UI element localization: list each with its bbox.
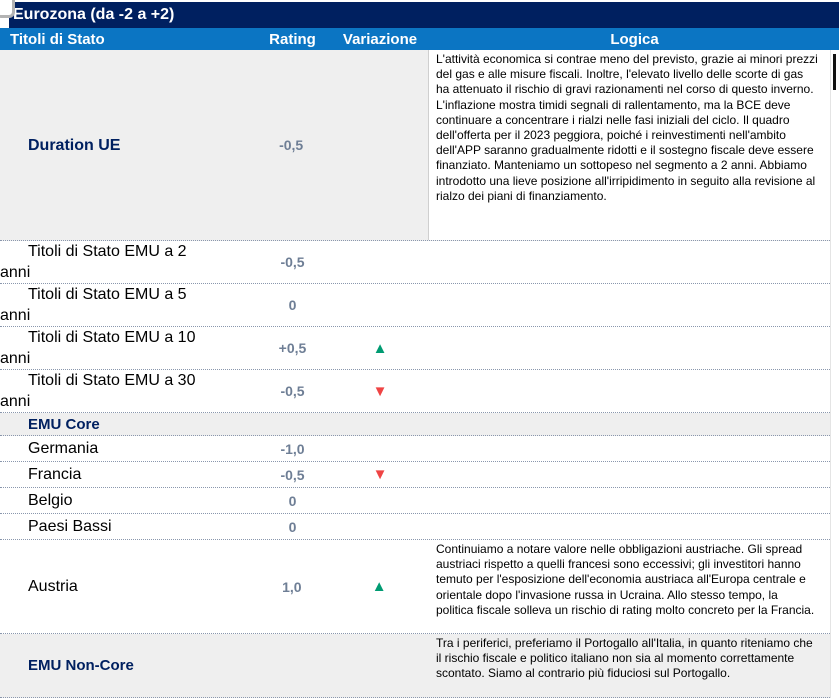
row-label: Duration UE xyxy=(28,136,121,154)
logica-text: Tra i periferici, preferiamo il Portogal… xyxy=(436,636,813,681)
row-label-cell: Titoli di Stato EMU a 10 anni xyxy=(0,327,255,369)
row-label: Titoli di Stato EMU a 30 anni xyxy=(0,372,196,410)
logica-cell xyxy=(430,241,830,283)
rating-value: -0,5 xyxy=(280,383,305,399)
rating-value: -1,0 xyxy=(280,440,305,457)
rating-cell: 1,0 xyxy=(254,540,329,633)
row-germania: Germania -1,0 xyxy=(0,436,830,462)
rating-cell: 0 xyxy=(255,514,330,539)
variazione-cell xyxy=(328,50,428,240)
row-emu-non-core: EMU Non-Core Tra i periferici, preferiam… xyxy=(0,634,830,698)
rating-value: 0 xyxy=(288,492,297,509)
rating-value: -0,5 xyxy=(280,254,305,270)
row-label-cell: Titoli di Stato EMU a 30 anni xyxy=(0,370,255,412)
rating-cell: -0,5 xyxy=(254,50,329,240)
row-label-cell: Duration UE xyxy=(0,50,254,240)
rating-value: 0 xyxy=(288,518,297,535)
row-belgio: Belgio 0 xyxy=(0,488,830,514)
column-header-logica: Logica xyxy=(610,30,659,48)
rating-cell: -0,5 xyxy=(255,241,330,283)
rating-cell: +0,5 xyxy=(255,327,330,369)
rating-value: 1,0 xyxy=(282,578,302,595)
row-duration-ue: Duration UE -0,5 L'attività economica si… xyxy=(0,50,830,241)
logica-cell xyxy=(430,436,830,461)
row-label: Belgio xyxy=(28,492,73,509)
variazione-cell xyxy=(330,436,430,461)
section-label: EMU Non-Core xyxy=(28,657,134,674)
table-title: Eurozona (da -2 a +2) xyxy=(13,6,175,23)
logica-cell xyxy=(430,327,830,369)
row-emu-10-anni: Titoli di Stato EMU a 10 anni +0,5 ▲ xyxy=(0,327,830,370)
row-label: Germania xyxy=(28,440,99,457)
rating-cell: -1,0 xyxy=(255,436,330,461)
rating-cell xyxy=(255,413,330,435)
variazione-cell: ▲ xyxy=(329,540,429,633)
row-emu-30-anni: Titoli di Stato EMU a 30 anni -0,5 ▼ xyxy=(0,370,830,413)
column-header-row: Titoli di Stato Rating Variazione Logica xyxy=(0,28,839,50)
row-emu-5-anni: Titoli di Stato EMU a 5 anni 0 xyxy=(0,284,830,327)
row-label-cell: Titoli di Stato EMU a 5 anni xyxy=(0,284,255,326)
logica-cell xyxy=(430,284,830,326)
table-body: Duration UE -0,5 L'attività economica si… xyxy=(0,50,831,698)
row-label-cell: Titoli di Stato EMU a 2 anni xyxy=(0,241,255,283)
rating-value: -0,5 xyxy=(280,466,305,483)
variazione-down-icon: ▼ xyxy=(372,382,388,400)
rating-value: 0 xyxy=(288,297,297,313)
row-label-cell: Germania xyxy=(0,436,255,461)
row-label-cell: EMU Non-Core xyxy=(0,634,254,697)
row-label-cell: Francia xyxy=(0,462,255,487)
row-label-cell: EMU Core xyxy=(0,413,255,435)
row-emu-core: EMU Core xyxy=(0,413,830,436)
column-header-variazione: Variazione xyxy=(342,30,418,48)
row-label: Francia xyxy=(28,466,82,483)
row-francia: Francia -0,5 ▼ xyxy=(0,462,830,488)
logica-cell xyxy=(430,462,830,487)
variazione-cell xyxy=(330,514,430,539)
rating-cell: 0 xyxy=(255,488,330,513)
rating-cell: -0,5 xyxy=(255,462,330,487)
row-label: Titoli di Stato EMU a 5 anni xyxy=(0,286,187,324)
logica-cell: Tra i periferici, preferiamo il Portogal… xyxy=(429,634,830,697)
row-label: Austria xyxy=(28,578,78,595)
variazione-cell xyxy=(330,284,430,326)
logica-cell xyxy=(430,514,830,539)
row-label: Titoli di Stato EMU a 10 anni xyxy=(0,329,196,367)
row-label: Paesi Bassi xyxy=(28,518,112,535)
variazione-cell xyxy=(330,413,430,435)
logica-cell xyxy=(430,370,830,412)
logica-cell xyxy=(430,488,830,513)
rating-cell: 0 xyxy=(255,284,330,326)
variazione-down-icon: ▼ xyxy=(372,466,388,483)
variazione-cell: ▼ xyxy=(330,462,430,487)
row-label-cell: Austria xyxy=(0,540,254,633)
text-cursor-artifact xyxy=(833,54,836,90)
row-paesi-bassi: Paesi Bassi 0 xyxy=(0,514,830,540)
rating-cell: -0,5 xyxy=(255,370,330,412)
row-austria: Austria 1,0 ▲ Continuiamo a notare valor… xyxy=(0,540,830,634)
logica-text: L'attività economica si contrae meno del… xyxy=(436,52,818,203)
variazione-cell xyxy=(330,488,430,513)
logica-text: Continuiamo a notare valore nelle obblig… xyxy=(436,542,815,617)
logica-cell: Continuiamo a notare valore nelle obblig… xyxy=(429,540,830,633)
variazione-cell: ▲ xyxy=(330,327,430,369)
column-header-rating: Rating xyxy=(269,30,316,48)
row-label-cell: Belgio xyxy=(0,488,255,513)
logica-cell xyxy=(430,413,830,435)
variazione-cell xyxy=(330,241,430,283)
logica-cell: L'attività economica si contrae meno del… xyxy=(428,50,830,240)
table-title-bar: Eurozona (da -2 a +2) xyxy=(9,2,839,28)
row-label: Titoli di Stato EMU a 2 anni xyxy=(0,243,187,281)
variazione-up-icon: ▲ xyxy=(371,578,387,595)
rating-value: +0,5 xyxy=(278,340,307,356)
row-emu-2-anni: Titoli di Stato EMU a 2 anni -0,5 xyxy=(0,241,830,284)
variazione-cell: ▼ xyxy=(330,370,430,412)
variazione-up-icon: ▲ xyxy=(372,339,388,357)
row-label-cell: Paesi Bassi xyxy=(0,514,255,539)
rating-value: -0,5 xyxy=(279,137,304,153)
column-header-titoli: Titoli di Stato xyxy=(10,30,105,48)
section-label: EMU Core xyxy=(28,415,100,433)
window-corner-artifact xyxy=(0,0,15,18)
